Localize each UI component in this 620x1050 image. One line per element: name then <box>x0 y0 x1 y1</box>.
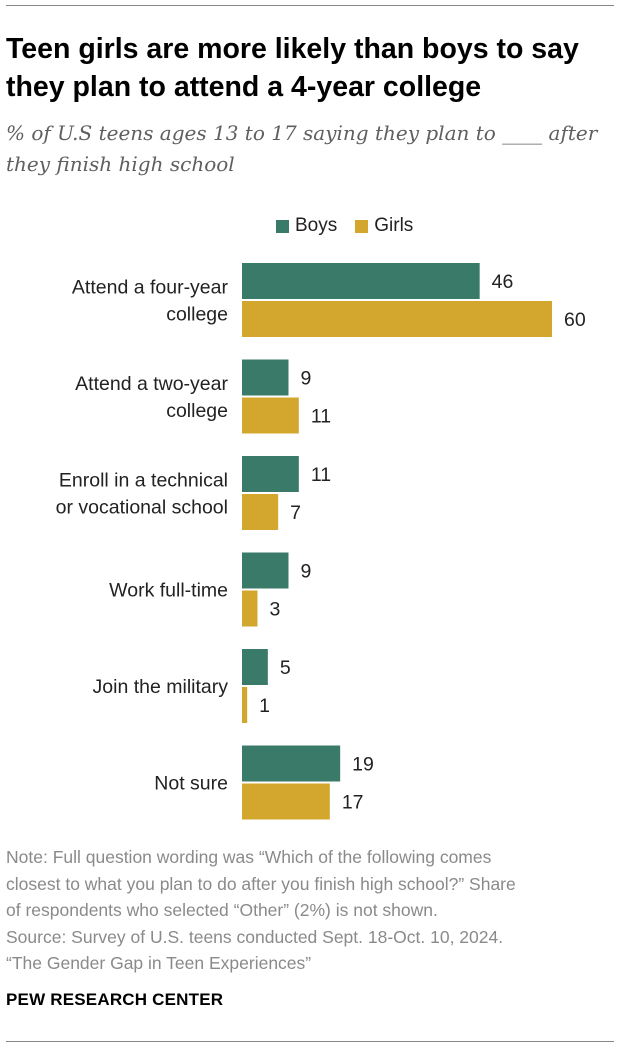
bar-chart: Attend a four-year college 46 60 Attend a tw… <box>56 263 586 820</box>
footnotes: Note: Full question wording was “Which o… <box>6 844 612 977</box>
bottom-rule <box>6 1041 614 1042</box>
bar-boys <box>242 552 289 589</box>
source-line: Source: Survey of U.S. teens conducted S… <box>6 926 504 947</box>
legend-item-boys: Boys <box>276 215 337 237</box>
bar-girls <box>242 783 330 820</box>
value-label: 7 <box>290 502 301 524</box>
value-label: 17 <box>342 792 364 814</box>
legend-swatch-girls <box>355 219 369 233</box>
bar-girls <box>242 494 279 530</box>
legend: Boys Girls <box>276 212 431 240</box>
bar-boys <box>242 456 299 492</box>
category-label: college <box>166 400 228 422</box>
bar-boys <box>242 745 341 782</box>
value-label: 60 <box>564 309 586 331</box>
value-label: 9 <box>301 561 312 583</box>
legend-swatch-boys <box>276 219 289 233</box>
bar-boys <box>242 263 480 299</box>
legend-label-boys: Boys <box>295 215 338 236</box>
bar-girls <box>242 301 552 337</box>
category-label: Attend a two-year <box>75 373 228 395</box>
category-label: Join the military <box>93 676 229 698</box>
chart-subtitle: % of U.S teens ages 13 to 17 saying they… <box>6 121 598 176</box>
bar-girls <box>242 590 258 627</box>
source-line: “The Gender Gap in Teen Experiences” <box>6 953 312 974</box>
value-label: 46 <box>492 271 514 293</box>
category-label: Attend a four-year <box>72 277 229 299</box>
value-label: 11 <box>311 464 331 486</box>
bar-girls <box>242 397 299 434</box>
category-label: Work full-time <box>109 580 228 602</box>
category-label: or vocational school <box>56 497 228 519</box>
note-line: closest to what you plan to do after you… <box>6 873 516 894</box>
value-label: 5 <box>280 657 291 679</box>
legend-label-girls: Girls <box>374 215 414 236</box>
legend-item-girls: Girls <box>355 215 413 237</box>
category-label: college <box>166 304 228 326</box>
bar-boys <box>242 359 289 396</box>
category-label: Not sure <box>154 773 228 795</box>
note-line: of respondents who selected “Other” (2%)… <box>6 900 438 921</box>
value-label: 1 <box>259 695 270 717</box>
value-label: 19 <box>352 754 374 776</box>
bar-boys <box>242 649 268 685</box>
note-line: Note: Full question wording was “Which o… <box>6 847 492 867</box>
chart-title: Teen girls are more likely than boys to … <box>6 33 579 103</box>
value-label: 11 <box>311 406 331 428</box>
category-label: Enroll in a technical <box>59 470 228 492</box>
value-label: 3 <box>270 599 281 621</box>
bar-girls <box>242 687 248 723</box>
top-rule <box>6 5 614 6</box>
brand-label: PEW RESEARCH CENTER <box>6 990 224 1009</box>
value-label: 9 <box>301 368 312 390</box>
